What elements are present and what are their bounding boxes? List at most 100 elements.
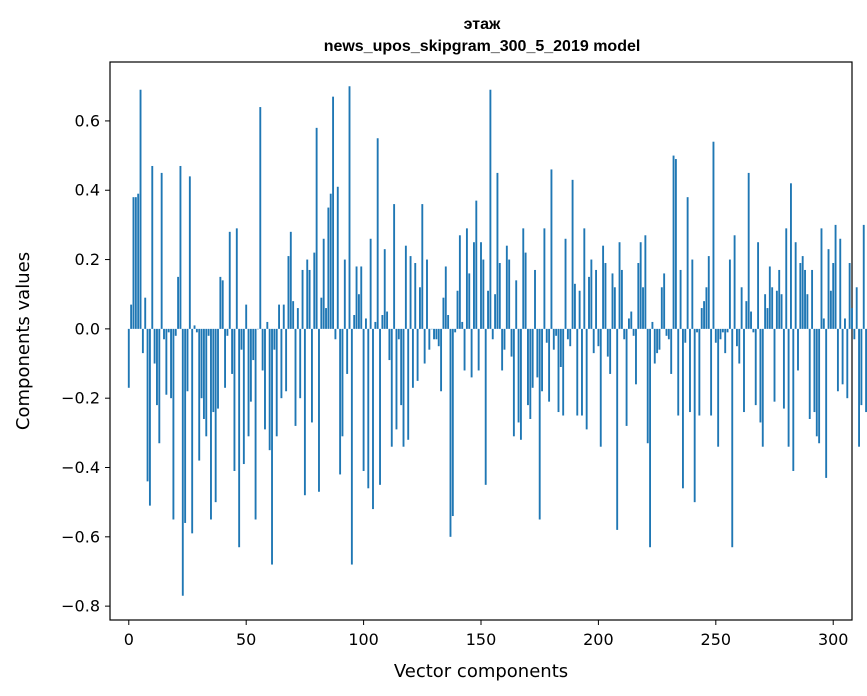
bar-component-109 [383,249,386,329]
bar-component-117 [402,328,405,447]
bar-component-197 [590,259,593,329]
bar-component-246 [705,287,708,329]
bar-component-237 [684,328,687,343]
bar-component-216 [635,328,637,385]
bar-component-240 [691,259,694,329]
bar-component-308 [851,308,853,329]
bar-component-70 [292,301,295,329]
bar-component-221 [646,328,649,444]
bar-component-306 [846,328,849,399]
bar-component-116 [400,328,403,406]
bar-component-204 [606,328,609,357]
bar-component-288 [804,269,806,329]
bar-component-60 [268,328,271,451]
bar-component-275 [773,328,776,402]
bar-component-257 [731,328,734,548]
bar-component-235 [679,269,682,329]
bar-component-179 [548,328,551,402]
x-axis-ticks: 0 50 100 150 200 250 300 [124,620,848,649]
bar-component-258 [733,235,736,329]
bar-component-64 [278,304,280,329]
bar-component-232 [672,155,675,329]
y-tick-label: 0.0 [75,319,100,338]
bar-component-169 [524,252,527,329]
bar-component-9 [148,328,151,506]
bar-component-228 [663,273,666,329]
bar-component-252 [719,328,722,340]
bar-component-125 [421,204,424,329]
bar-component-34 [207,328,210,336]
bar-component-4 [137,193,140,329]
bar-component-276 [775,290,778,329]
bar-component-154 [489,89,492,329]
bar-component-33 [205,328,208,437]
bar-component-270 [761,328,764,447]
bar-component-190 [573,283,576,329]
bar-component-194 [583,228,586,329]
bar-component-303 [839,238,842,329]
bar-component-66 [282,304,285,329]
bar-component-224 [653,328,656,364]
bar-component-164 [512,328,515,437]
bar-component-77 [308,269,311,329]
bar-component-241 [693,328,696,503]
bar-component-53 [252,328,255,361]
bar-component-307 [848,263,851,329]
bar-component-97 [355,266,358,329]
bar-component-201 [599,328,602,447]
bar-component-281 [787,328,790,447]
bar-component-261 [740,287,743,329]
bar-component-32 [202,328,205,419]
bar-component-195 [585,328,588,430]
bar-component-146 [470,328,473,378]
bar-component-31 [200,328,203,399]
bar-component-57 [261,328,264,371]
bar-component-263 [745,301,748,329]
bar-component-17 [167,328,170,333]
bar-component-156 [494,294,497,329]
bar-component-313 [862,224,865,329]
bar-component-105 [374,321,377,329]
bar-component-250 [714,328,717,343]
y-tick-label: −0.8 [61,597,100,616]
bar-component-67 [285,328,288,392]
bar-component-199 [595,269,597,329]
bar-component-35 [210,328,212,520]
y-axis-ticks: −0.8 −0.6 −0.4 −0.2 0.0 0.2 0.4 0.6 [61,111,110,616]
bar-component-186 [564,238,567,329]
bar-component-163 [510,328,513,357]
bar-component-226 [658,328,661,350]
y-tick-label: 0.6 [75,111,100,130]
bar-component-202 [602,245,605,329]
bar-component-253 [721,328,724,333]
bar-component-25 [186,328,189,392]
bar-component-171 [529,328,532,419]
bar-component-102 [367,328,370,489]
bar-component-161 [505,245,508,329]
bar-component-15 [163,328,165,340]
bar-component-138 [451,328,454,517]
chart-title-line2: news_upos_skipgram_300_5_2019 model [324,38,641,55]
bar-component-119 [407,328,410,440]
y-tick-label: −0.4 [61,458,100,477]
bar-component-18 [170,328,172,399]
bar-component-81 [318,328,320,492]
bar-component-310 [855,287,858,329]
bar-component-309 [853,328,856,340]
bar-component-175 [538,328,541,520]
bar-component-74 [301,269,304,329]
bar-component-107 [379,328,381,485]
bar-component-200 [597,328,600,347]
bar-component-89 [336,186,339,329]
bar-component-54 [254,328,257,520]
bar-component-287 [801,256,804,329]
bar-component-28 [193,325,196,329]
bar-component-193 [581,328,583,416]
bar-component-251 [717,328,720,447]
y-tick-label: −0.6 [61,527,100,546]
bar-component-289 [806,294,809,329]
bar-component-172 [531,328,534,388]
bar-component-19 [172,328,175,520]
bar-component-299 [829,290,832,329]
bar-component-191 [576,328,579,416]
